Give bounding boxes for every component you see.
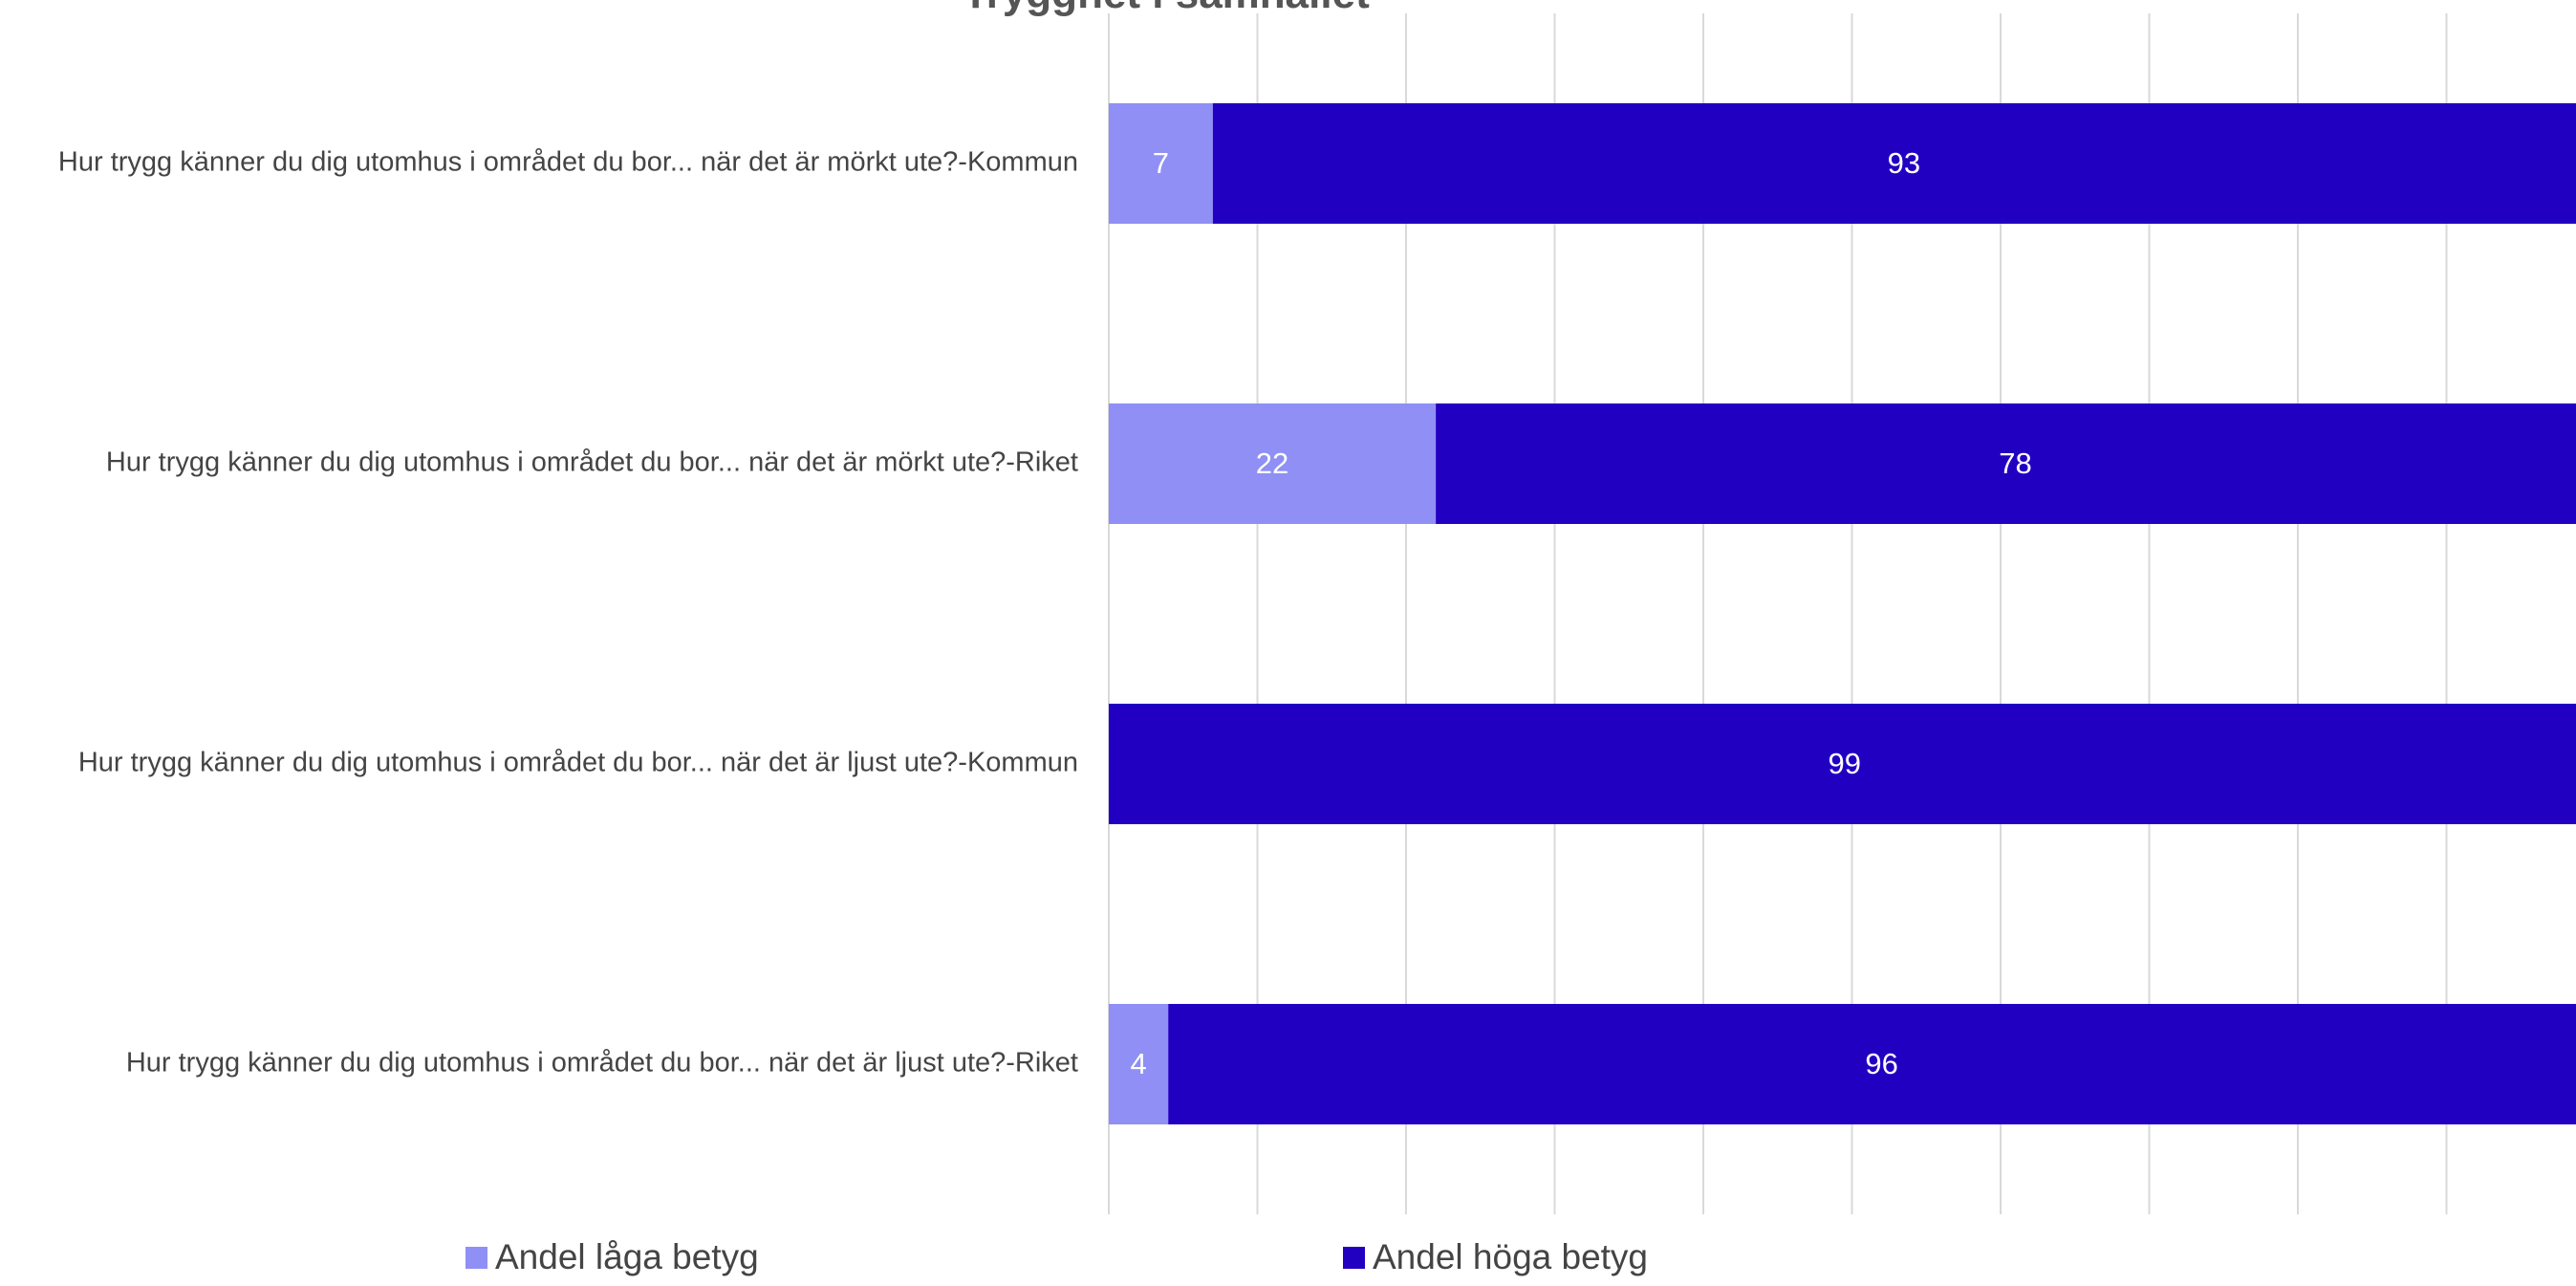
- legend-item-low: Andel låga betyg: [465, 1233, 759, 1281]
- data-label: 4: [1130, 1047, 1146, 1080]
- category-label: Hur trygg känner du dig utomhus i område…: [58, 147, 1078, 178]
- bar-segment-low: [1109, 103, 1213, 224]
- legend-swatch-high: [1343, 1246, 1365, 1269]
- chart-title: Trygghet i samhället: [963, 0, 1370, 17]
- legend-label-low: Andel låga betyg: [495, 1237, 759, 1276]
- legend-label-high: Andel höga betyg: [1373, 1237, 1649, 1276]
- category-label: Hur trygg känner du dig utomhus i område…: [126, 1048, 1078, 1079]
- bar-segment-high: [1109, 704, 2576, 824]
- legend-item-high: Andel höga betyg: [1343, 1233, 1648, 1281]
- category-label: Hur trygg känner du dig utomhus i område…: [78, 748, 1078, 778]
- bar-segment-low: [1109, 403, 1437, 524]
- bar-segment-low: [1109, 1004, 1169, 1124]
- category-label: Hur trygg känner du dig utomhus i område…: [106, 447, 1078, 478]
- bar-segment-high: [1436, 403, 2576, 524]
- category-labels: Hur trygg känner du dig utomhus i område…: [58, 147, 1078, 1079]
- data-label: 99: [1828, 747, 1860, 780]
- data-label: 78: [1999, 447, 2031, 480]
- legend-swatch-low: [465, 1246, 487, 1269]
- bars: 7 93 22 78 99 4 96: [1109, 103, 2576, 1124]
- stacked-bar-chart: Trygghet i samhället 7 93 22 78 99 4 96 Hur tr…: [58, 0, 2576, 1214]
- bar-segment-high: [1212, 103, 2576, 224]
- data-label: 7: [1153, 146, 1169, 180]
- data-label: 96: [1865, 1047, 1897, 1080]
- data-label: 93: [1888, 146, 1920, 180]
- legend: Andel låga betyg Andel höga betyg: [0, 1233, 2576, 1281]
- bar-segment-high: [1168, 1004, 2576, 1124]
- data-label: 22: [1256, 447, 1288, 480]
